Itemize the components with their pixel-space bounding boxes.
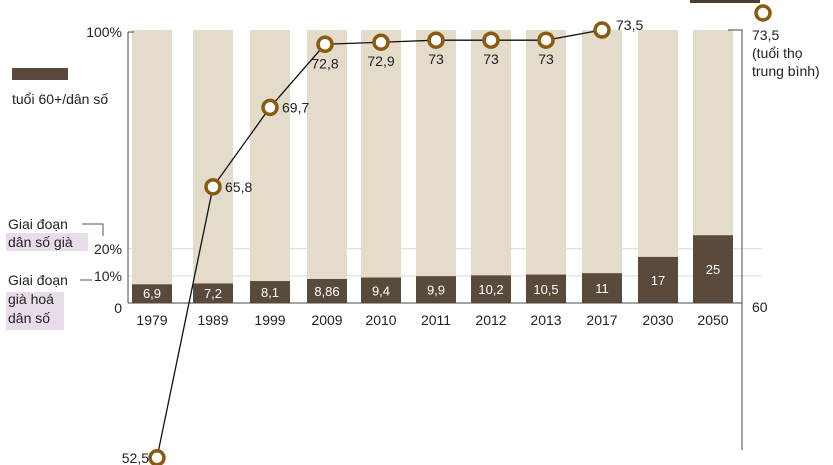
background-bar — [416, 30, 456, 303]
lifespan-label: 73,5 — [616, 17, 643, 33]
x-tick-label: 2011 — [421, 312, 451, 328]
right-top-label: trung bình) — [752, 63, 820, 79]
left-tick-label: 0 — [114, 300, 122, 316]
annotation-text: già hoá — [8, 291, 54, 307]
lifespan-point-2009 — [316, 35, 334, 54]
lifespan-point-2017 — [593, 21, 611, 39]
annotation-text: dân số già — [8, 234, 73, 250]
lifespan-label: 52,5 — [122, 450, 149, 465]
right-axis-line — [728, 29, 743, 450]
annotation-connector — [82, 223, 104, 236]
right-top-label: (tuổi thọ — [752, 45, 803, 61]
background-bar — [132, 30, 172, 303]
lifespan-label: 72,9 — [367, 53, 394, 69]
background-bar — [526, 30, 566, 303]
bar-1999 — [250, 281, 290, 303]
legend-label: tuổi 60+/dân số — [12, 91, 108, 107]
bar-2010 — [361, 277, 401, 303]
lifespan-label: 73 — [538, 51, 554, 67]
bar-value-label: 25 — [706, 262, 720, 277]
bar-2011 — [416, 276, 456, 303]
x-tick-label: 2010 — [365, 312, 396, 328]
bar-value-label: 11 — [595, 281, 609, 296]
legend-lifespan-marker — [754, 4, 772, 22]
background-bar — [582, 30, 622, 303]
lifespan-label: 72,8 — [311, 55, 338, 71]
bar-1989 — [193, 283, 233, 303]
legend-swatch — [12, 68, 68, 80]
bar-1979 — [132, 284, 172, 303]
bar-value-label: 8,86 — [314, 284, 339, 299]
annotation-text: Giai đoạn — [8, 216, 68, 232]
x-tick-label: 2012 — [475, 312, 506, 328]
bar-value-label: 9,4 — [372, 283, 390, 298]
x-tick-label: 2009 — [311, 312, 342, 328]
annotation-text: dân số — [8, 310, 50, 326]
right-tick-label: 60 — [752, 299, 768, 315]
background-bar — [250, 30, 290, 303]
bar-value-label: 17 — [651, 273, 665, 288]
bar-value-label: 9,9 — [427, 283, 445, 298]
x-tick-label: 1999 — [254, 312, 285, 328]
annotation-highlight — [6, 233, 88, 251]
lifespan-point-1979 — [148, 449, 166, 465]
lifespan-label: 73 — [483, 51, 499, 67]
bar-value-label: 8,1 — [261, 285, 279, 300]
lifespan-point-1989 — [204, 178, 222, 196]
lifespan-label: 73 — [428, 51, 444, 67]
lifespan-point-2013 — [537, 31, 555, 49]
background-bar — [307, 30, 347, 303]
lifespan-label: 69,7 — [282, 99, 309, 115]
x-tick-label: 2050 — [697, 312, 728, 328]
background-bar — [193, 30, 233, 303]
bar-2050 — [693, 235, 733, 303]
lifespan-point-2011 — [427, 31, 445, 49]
lifespan-label: 65,8 — [225, 179, 252, 195]
lifespan-point-2012 — [482, 31, 500, 49]
x-tick-label: 2030 — [642, 312, 673, 328]
x-tick-label: 2017 — [586, 312, 617, 328]
bar-value-label: 10,2 — [478, 282, 503, 297]
bar-2017 — [582, 273, 622, 303]
background-bar — [361, 30, 401, 303]
top-edge-mark — [690, 0, 760, 3]
bar-2030 — [638, 256, 678, 303]
x-tick-label: 1989 — [197, 312, 228, 328]
lifespan-point-1999 — [261, 98, 279, 117]
bar-2012 — [471, 275, 511, 303]
annotation-text: Giai đoạn — [8, 272, 68, 288]
annotation-highlight — [6, 292, 64, 330]
bar-2009 — [307, 278, 347, 303]
left-tick-label: 20% — [94, 241, 122, 257]
bar-value-label: 6,9 — [143, 286, 161, 301]
lifespan-point-2010 — [372, 33, 390, 51]
left-tick-label: 100% — [86, 24, 122, 40]
x-tick-label: 1979 — [136, 312, 167, 328]
right-top-label: 73,5 — [752, 27, 779, 43]
bar-value-label: 7,2 — [204, 286, 222, 301]
x-tick-label: 2013 — [530, 312, 561, 328]
bar-value-label: 10,5 — [533, 282, 558, 297]
left-tick-label: 10% — [94, 268, 122, 284]
background-bar — [471, 30, 511, 303]
bar-2013 — [526, 274, 566, 303]
